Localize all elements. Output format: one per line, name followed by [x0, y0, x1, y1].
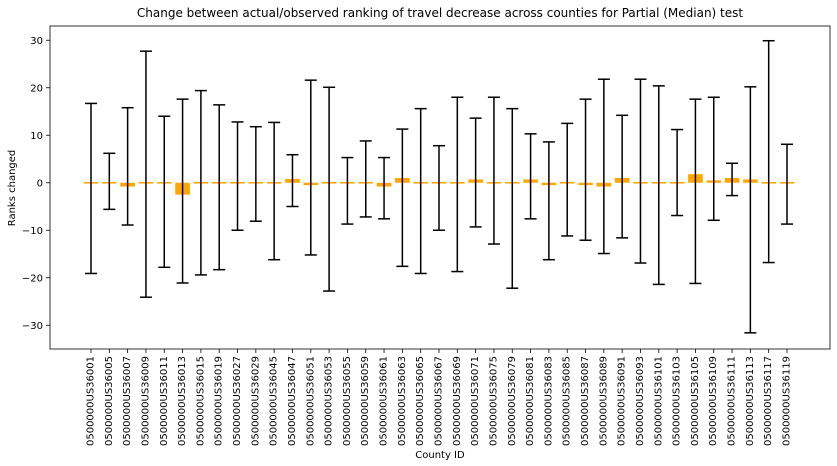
y-tick-label: 0	[37, 178, 43, 189]
x-tick-label: 0500000US36055	[342, 356, 353, 446]
y-tick-label: −20	[22, 273, 43, 284]
x-tick-label: 0500000US36011	[159, 356, 170, 446]
x-tick-label: 0500000US36111	[727, 356, 738, 446]
x-axis-label: County ID	[415, 450, 465, 461]
x-tick-label: 0500000US36051	[305, 356, 316, 446]
x-tick-label: 0500000US36059	[360, 356, 371, 446]
x-tick-label: 0500000US36109	[708, 356, 719, 446]
y-axis: −30 −20 −10 0 10 20 30	[22, 36, 50, 332]
x-tick-label: 0500000US36005	[104, 356, 115, 446]
x-tick-label: 0500000US36079	[507, 356, 518, 446]
x-tick-label: 0500000US36047	[287, 356, 298, 446]
x-tick-label: 0500000US36081	[525, 356, 536, 446]
x-tick-label: 0500000US36093	[635, 356, 646, 446]
x-tick-label: 0500000US36029	[250, 356, 261, 446]
y-tick-label: −30	[22, 321, 43, 332]
x-tick-label: 0500000US36091	[617, 356, 628, 446]
x-tick-label: 0500000US36007	[122, 356, 133, 446]
x-tick-label: 0500000US36085	[562, 356, 573, 446]
x-tick-label: 0500000US36027	[232, 356, 243, 446]
x-tick-label: 0500000US36103	[672, 356, 683, 446]
x-tick-label: 0500000US36089	[598, 356, 609, 446]
x-tick-label: 0500000US36009	[140, 356, 151, 446]
x-tick-label: 0500000US36069	[452, 356, 463, 446]
x-tick-label: 0500000US36075	[488, 356, 499, 446]
x-tick-label: 0500000US36019	[214, 356, 225, 446]
x-tick-label: 0500000US36119	[782, 356, 793, 446]
x-axis: 0500000US36001 0500000US36005 0500000US360…	[86, 349, 793, 446]
x-tick-label: 0500000US36101	[653, 356, 664, 446]
x-tick-label: 0500000US36061	[379, 356, 390, 446]
plot-area-frame	[49, 25, 831, 350]
x-tick-label: 0500000US36087	[580, 356, 591, 446]
y-axis-label: Ranks changed	[7, 150, 18, 227]
y-tick-label: 10	[30, 131, 43, 142]
x-tick-label: 0500000US36045	[269, 356, 280, 446]
x-tick-label: 0500000US36053	[324, 356, 335, 446]
y-tick-label: −10	[22, 226, 43, 237]
x-tick-label: 0500000US36105	[690, 356, 701, 446]
x-tick-label: 0500000US36065	[415, 356, 426, 446]
y-tick-label: 20	[30, 83, 43, 94]
x-tick-label: 0500000US36013	[177, 356, 188, 446]
x-tick-label: 0500000US36001	[86, 356, 97, 446]
x-tick-label: 0500000US36015	[195, 356, 206, 446]
x-tick-label: 0500000US36063	[397, 356, 408, 446]
chart-title: Change between actual/observed ranking o…	[137, 6, 743, 20]
x-tick-label: 0500000US36071	[470, 356, 481, 446]
x-tick-label: 0500000US36113	[745, 356, 756, 446]
x-tick-label: 0500000US36117	[763, 356, 774, 446]
error-bars-layer	[85, 39, 793, 334]
y-tick-label: 30	[30, 36, 43, 47]
x-tick-label: 0500000US36083	[543, 356, 554, 446]
x-tick-label: 0500000US36067	[434, 356, 445, 446]
